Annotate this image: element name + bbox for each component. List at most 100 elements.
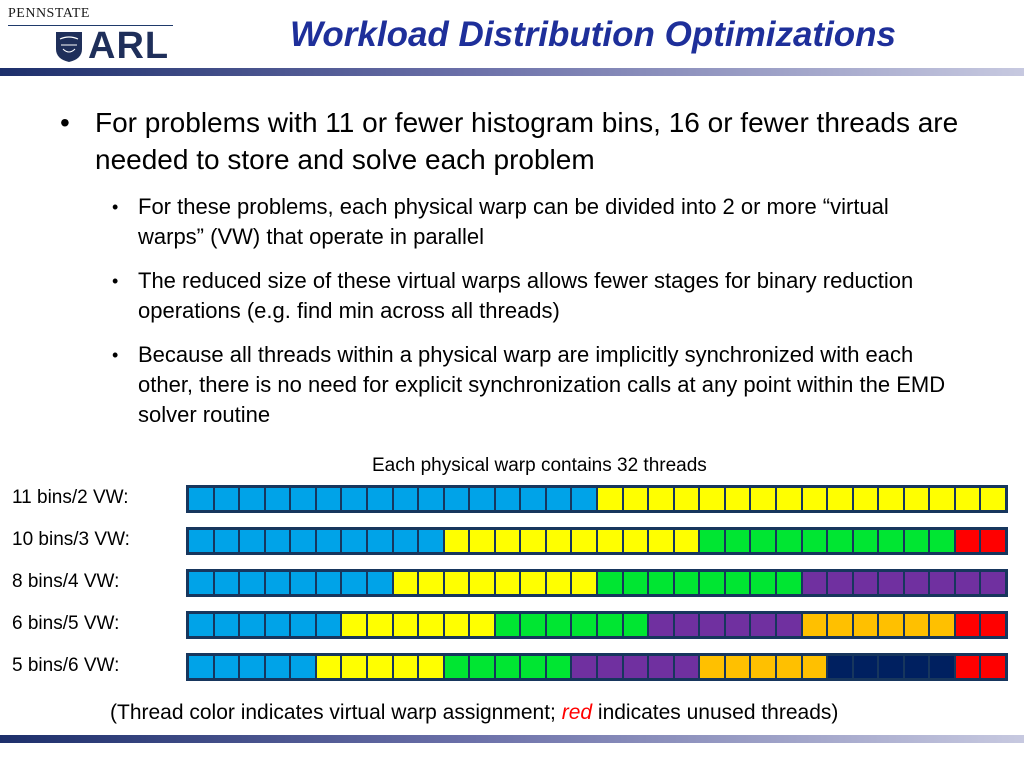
warp-row-label: 11 bins/2 VW: bbox=[12, 487, 129, 508]
thread-cell-orange bbox=[878, 613, 904, 637]
thread-cell-blue bbox=[264, 529, 291, 553]
thread-cell-yellow bbox=[418, 655, 444, 679]
thread-cell-red bbox=[954, 655, 981, 679]
bullet-main-text: For problems with 11 or fewer histogram … bbox=[95, 107, 959, 175]
footnote-text-after: indicates unused threads) bbox=[592, 701, 839, 724]
thread-cell-green bbox=[622, 613, 649, 637]
thread-cell-blue bbox=[188, 571, 214, 595]
thread-cell-purple bbox=[648, 655, 674, 679]
thread-cell-yellow bbox=[520, 571, 546, 595]
thread-cell-blue bbox=[366, 487, 393, 511]
thread-cell-yellow bbox=[469, 529, 495, 553]
thread-cell-purple bbox=[903, 571, 930, 595]
thread-cell-green bbox=[699, 529, 725, 553]
thread-cell-green bbox=[878, 529, 904, 553]
thread-cell-yellow bbox=[366, 613, 393, 637]
thread-cell-green bbox=[852, 529, 879, 553]
thread-cell-red bbox=[954, 613, 981, 637]
thread-cell-yellow bbox=[443, 571, 470, 595]
thread-cell-blue bbox=[341, 487, 367, 511]
thread-cell-blue bbox=[341, 571, 367, 595]
thread-cell-orange bbox=[801, 655, 828, 679]
thread-cell-purple bbox=[648, 613, 674, 637]
thread-cell-yellow bbox=[520, 529, 546, 553]
thread-cell-yellow bbox=[954, 487, 981, 511]
thread-cell-yellow bbox=[494, 529, 521, 553]
thread-cell-blue bbox=[264, 613, 291, 637]
thread-cell-navy bbox=[903, 655, 930, 679]
thread-cell-green bbox=[648, 571, 674, 595]
thread-cell-green bbox=[571, 613, 597, 637]
thread-cell-blue bbox=[418, 487, 444, 511]
thread-cell-green bbox=[827, 529, 853, 553]
thread-cell-green bbox=[903, 529, 930, 553]
thread-cell-orange bbox=[750, 655, 776, 679]
thread-cell-blue bbox=[315, 571, 342, 595]
thread-cell-green bbox=[494, 655, 521, 679]
thread-cell-yellow bbox=[622, 529, 649, 553]
thread-cell-blue bbox=[315, 529, 342, 553]
bullet-dot-icon: • bbox=[112, 345, 119, 365]
thread-cell-yellow bbox=[443, 529, 470, 553]
thread-cell-purple bbox=[724, 613, 751, 637]
thread-cell-blue bbox=[366, 571, 393, 595]
thread-cell-yellow bbox=[622, 487, 649, 511]
thread-cell-red bbox=[980, 613, 1006, 637]
thread-cell-purple bbox=[801, 571, 828, 595]
thread-cell-blue bbox=[571, 487, 597, 511]
thread-cell-yellow bbox=[418, 613, 444, 637]
thread-cell-purple bbox=[775, 613, 802, 637]
thread-cell-blue bbox=[239, 487, 265, 511]
thread-cell-blue bbox=[443, 487, 470, 511]
logo-university-text: PENNSTATE bbox=[8, 6, 90, 21]
thread-cell-green bbox=[673, 571, 700, 595]
thread-cell-yellow bbox=[929, 487, 955, 511]
thread-cell-purple bbox=[929, 571, 955, 595]
thread-cell-purple bbox=[597, 655, 623, 679]
thread-cell-orange bbox=[775, 655, 802, 679]
thread-cell-blue bbox=[188, 613, 214, 637]
thread-cell-blue bbox=[315, 613, 342, 637]
warp-row-label: 10 bins/3 VW: bbox=[12, 529, 130, 550]
sub-bullet-text: For these problems, each physical warp c… bbox=[138, 194, 889, 249]
thread-cell-green bbox=[622, 571, 649, 595]
thread-cell-blue bbox=[290, 487, 316, 511]
thread-cell-orange bbox=[724, 655, 751, 679]
thread-cell-blue bbox=[188, 487, 214, 511]
logo-rule bbox=[8, 25, 173, 26]
thread-cell-blue bbox=[418, 529, 444, 553]
thread-cell-yellow bbox=[801, 487, 828, 511]
thread-cell-orange bbox=[852, 613, 879, 637]
thread-cell-orange bbox=[801, 613, 828, 637]
warp-row-label: 8 bins/4 VW: bbox=[12, 571, 120, 592]
physical-warp-bar bbox=[186, 611, 1008, 639]
thread-cell-green bbox=[724, 529, 751, 553]
thread-cell-blue bbox=[366, 529, 393, 553]
thread-cell-blue bbox=[290, 613, 316, 637]
thread-cell-green bbox=[750, 529, 776, 553]
thread-cell-navy bbox=[852, 655, 879, 679]
thread-cell-yellow bbox=[494, 571, 521, 595]
thread-cell-yellow bbox=[827, 487, 853, 511]
bottom-divider-bar bbox=[0, 735, 1024, 743]
thread-cell-green bbox=[801, 529, 828, 553]
thread-cell-blue bbox=[341, 529, 367, 553]
thread-cell-orange bbox=[827, 613, 853, 637]
physical-warp-bar bbox=[186, 527, 1008, 555]
thread-cell-green bbox=[520, 655, 546, 679]
thread-cell-blue bbox=[188, 655, 214, 679]
thread-cell-blue bbox=[264, 571, 291, 595]
thread-cell-blue bbox=[188, 529, 214, 553]
warp-row-label: 6 bins/5 VW: bbox=[12, 613, 120, 634]
thread-cell-yellow bbox=[597, 487, 623, 511]
slide-title: Workload Distribution Optimizations bbox=[290, 15, 897, 54]
thread-cell-orange bbox=[699, 655, 725, 679]
thread-cell-yellow bbox=[571, 529, 597, 553]
thread-cell-purple bbox=[622, 655, 649, 679]
thread-cell-yellow bbox=[366, 655, 393, 679]
thread-cell-green bbox=[699, 571, 725, 595]
thread-cell-yellow bbox=[724, 487, 751, 511]
thread-cell-green bbox=[469, 655, 495, 679]
thread-cell-yellow bbox=[648, 529, 674, 553]
thread-cell-purple bbox=[673, 613, 700, 637]
